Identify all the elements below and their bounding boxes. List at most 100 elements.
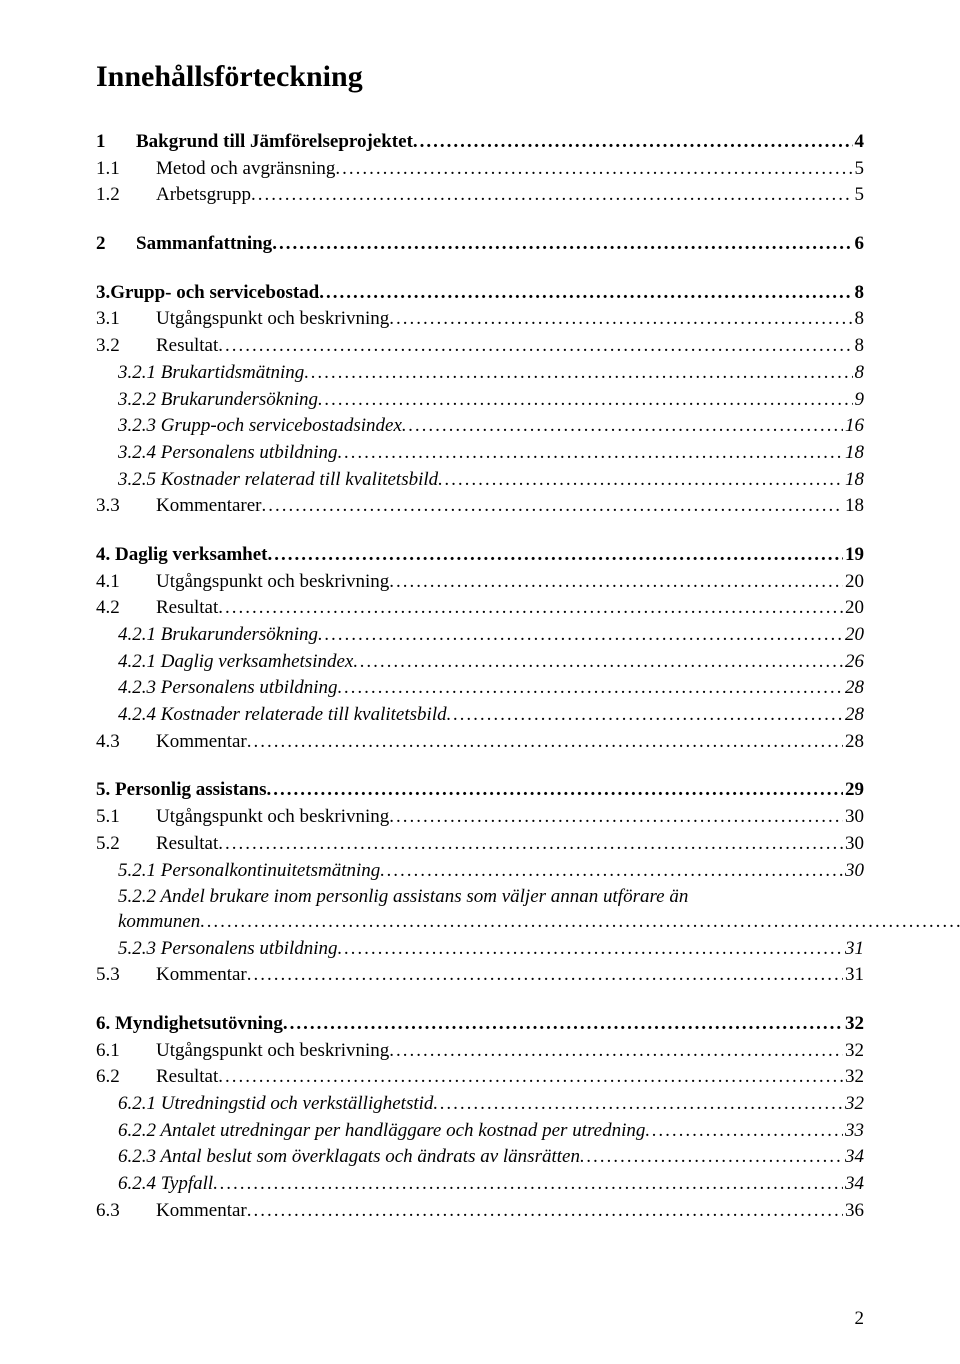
page-number: 2: [855, 1308, 865, 1330]
toc-page: 33: [843, 1119, 864, 1144]
toc-number: 5.3: [96, 963, 156, 988]
toc-page: 28: [843, 730, 864, 755]
toc-label: 4.2.3 Personalens utbildning: [118, 676, 338, 701]
toc-page: 26: [843, 650, 864, 675]
toc-entry: 3.2.5 Kostnader relaterad till kvalitets…: [96, 468, 864, 493]
toc-leader: [319, 281, 852, 306]
toc-label: 6. Myndighetsutövning: [96, 1012, 283, 1037]
toc-entry: 3.Grupp- och servicebostad8: [96, 281, 864, 306]
toc-label: 5. Personlig assistans: [96, 778, 267, 803]
toc-page: 28: [843, 703, 864, 728]
toc-leader: [218, 596, 843, 621]
toc-leader: [438, 468, 843, 493]
toc-leader: [262, 494, 843, 519]
toc-entry: 6.3Kommentar36: [96, 1199, 864, 1224]
table-of-contents: 1Bakgrund till Jämförelseprojektet41.1Me…: [96, 130, 864, 1223]
toc-entry: 1Bakgrund till Jämförelseprojektet4: [96, 130, 864, 155]
toc-entry: 6.1Utgångspunkt och beskrivning32: [96, 1039, 864, 1064]
toc-label: Resultat: [156, 596, 218, 621]
toc-label: 3.2.5 Kostnader relaterad till kvalitets…: [118, 468, 438, 493]
toc-page: 5: [853, 183, 865, 208]
toc-page: 18: [843, 494, 864, 519]
toc-number: 5.2: [96, 832, 156, 857]
toc-number: 6.3: [96, 1199, 156, 1224]
toc-page: 28: [843, 676, 864, 701]
toc-page: 31: [843, 963, 864, 988]
toc-leader: [213, 1172, 843, 1197]
toc-entry: 4.2.3 Personalens utbildning 28: [96, 676, 864, 701]
toc-page: 32: [843, 1065, 864, 1090]
toc-page: 19: [843, 543, 864, 568]
toc-entry: 3.2Resultat8: [96, 334, 864, 359]
toc-page: 32: [843, 1039, 864, 1064]
toc-entry: 4. Daglig verksamhet 19: [96, 543, 864, 568]
toc-leader: [267, 778, 844, 803]
toc-leader: [338, 441, 843, 466]
toc-entry: 6.2Resultat 32: [96, 1065, 864, 1090]
toc-label: 5.2.1 Personalkontinuitetsmätning: [118, 859, 380, 884]
toc-page: 31: [843, 937, 864, 962]
toc-leader: [433, 1092, 843, 1117]
toc-leader: [389, 805, 843, 830]
toc-label: 6.2.1 Utredningstid och verkställighetst…: [118, 1092, 433, 1117]
toc-page: 30: [843, 832, 864, 857]
toc-entry: 6.2.1 Utredningstid och verkställighetst…: [96, 1092, 864, 1117]
toc-label: 4. Daglig verksamhet: [96, 543, 268, 568]
toc-label: 4.2.4 Kostnader relaterade till kvalitet…: [118, 703, 447, 728]
toc-leader: [218, 1065, 843, 1090]
toc-leader: [580, 1145, 843, 1170]
toc-leader: [447, 703, 843, 728]
toc-entry: 4.2.1 Brukarundersökning20: [96, 623, 864, 648]
toc-leader: [304, 361, 852, 386]
toc-leader: [380, 859, 843, 884]
toc-page: 20: [843, 570, 864, 595]
toc-leader: [402, 414, 843, 439]
toc-label: Utgångspunkt och beskrivning: [156, 805, 389, 830]
toc-leader: [389, 307, 852, 332]
toc-entry: 5. Personlig assistans29: [96, 778, 864, 803]
toc-number: 6.2: [96, 1065, 156, 1090]
toc-label: 6.2.3 Antal beslut som överklagats och ä…: [118, 1145, 580, 1170]
toc-entry: 5.2Resultat30: [96, 832, 864, 857]
toc-label: Metod och avgränsning: [156, 157, 335, 182]
toc-page: 18: [843, 468, 864, 493]
toc-entry: 5.2.1 Personalkontinuitetsmätning30: [96, 859, 864, 884]
toc-label: Utgångspunkt och beskrivning: [156, 307, 389, 332]
toc-label: Resultat: [156, 334, 218, 359]
toc-page: 18: [843, 441, 864, 466]
toc-label: Arbetsgrupp: [156, 183, 251, 208]
toc-entry: 4.3Kommentar28: [96, 730, 864, 755]
toc-leader: [318, 388, 852, 413]
toc-label: Utgångspunkt och beskrivning: [156, 570, 389, 595]
toc-entry: 3.3Kommentarer18: [96, 494, 864, 519]
toc-leader: [389, 1039, 843, 1064]
toc-page: 6: [853, 232, 865, 257]
toc-entry: 1.2Arbetsgrupp5: [96, 183, 864, 208]
toc-label: 3.Grupp- och servicebostad: [96, 281, 319, 306]
toc-label: 3.2.3 Grupp-och servicebostadsindex: [118, 414, 402, 439]
toc-number: 6.1: [96, 1039, 156, 1064]
toc-label-wrap: 5.2.2 Andel brukare inom personlig assis…: [118, 885, 960, 934]
toc-entry: 6. Myndighetsutövning32: [96, 1012, 864, 1037]
toc-entry: 5.2.2 Andel brukare inom personlig assis…: [96, 885, 864, 934]
toc-leader: [268, 543, 843, 568]
toc-number: 5.1: [96, 805, 156, 830]
toc-entry: 6.2.2 Antalet utredningar per handläggar…: [96, 1119, 864, 1144]
toc-page: 32: [843, 1092, 864, 1117]
toc-leader: [353, 650, 843, 675]
toc-page: 9: [853, 388, 865, 413]
toc-entry: 5.2.3 Personalens utbildning31: [96, 937, 864, 962]
toc-label: Kommentar: [156, 730, 247, 755]
toc-page: 8: [853, 334, 865, 359]
toc-leader: [645, 1119, 843, 1144]
toc-number: 2: [96, 232, 136, 257]
toc-page: 20: [843, 623, 864, 648]
toc-leader: [335, 157, 852, 182]
toc-label: Bakgrund till Jämförelseprojektet: [136, 130, 413, 155]
toc-page: 36: [843, 1199, 864, 1224]
toc-label: Resultat: [156, 1065, 218, 1090]
toc-entry: 3.2.1 Brukartidsmätning8: [96, 361, 864, 386]
toc-entry: 4.2.4 Kostnader relaterade till kvalitet…: [96, 703, 864, 728]
toc-entry: 3.2.3 Grupp-och servicebostadsindex16: [96, 414, 864, 439]
toc-leader: [247, 730, 843, 755]
